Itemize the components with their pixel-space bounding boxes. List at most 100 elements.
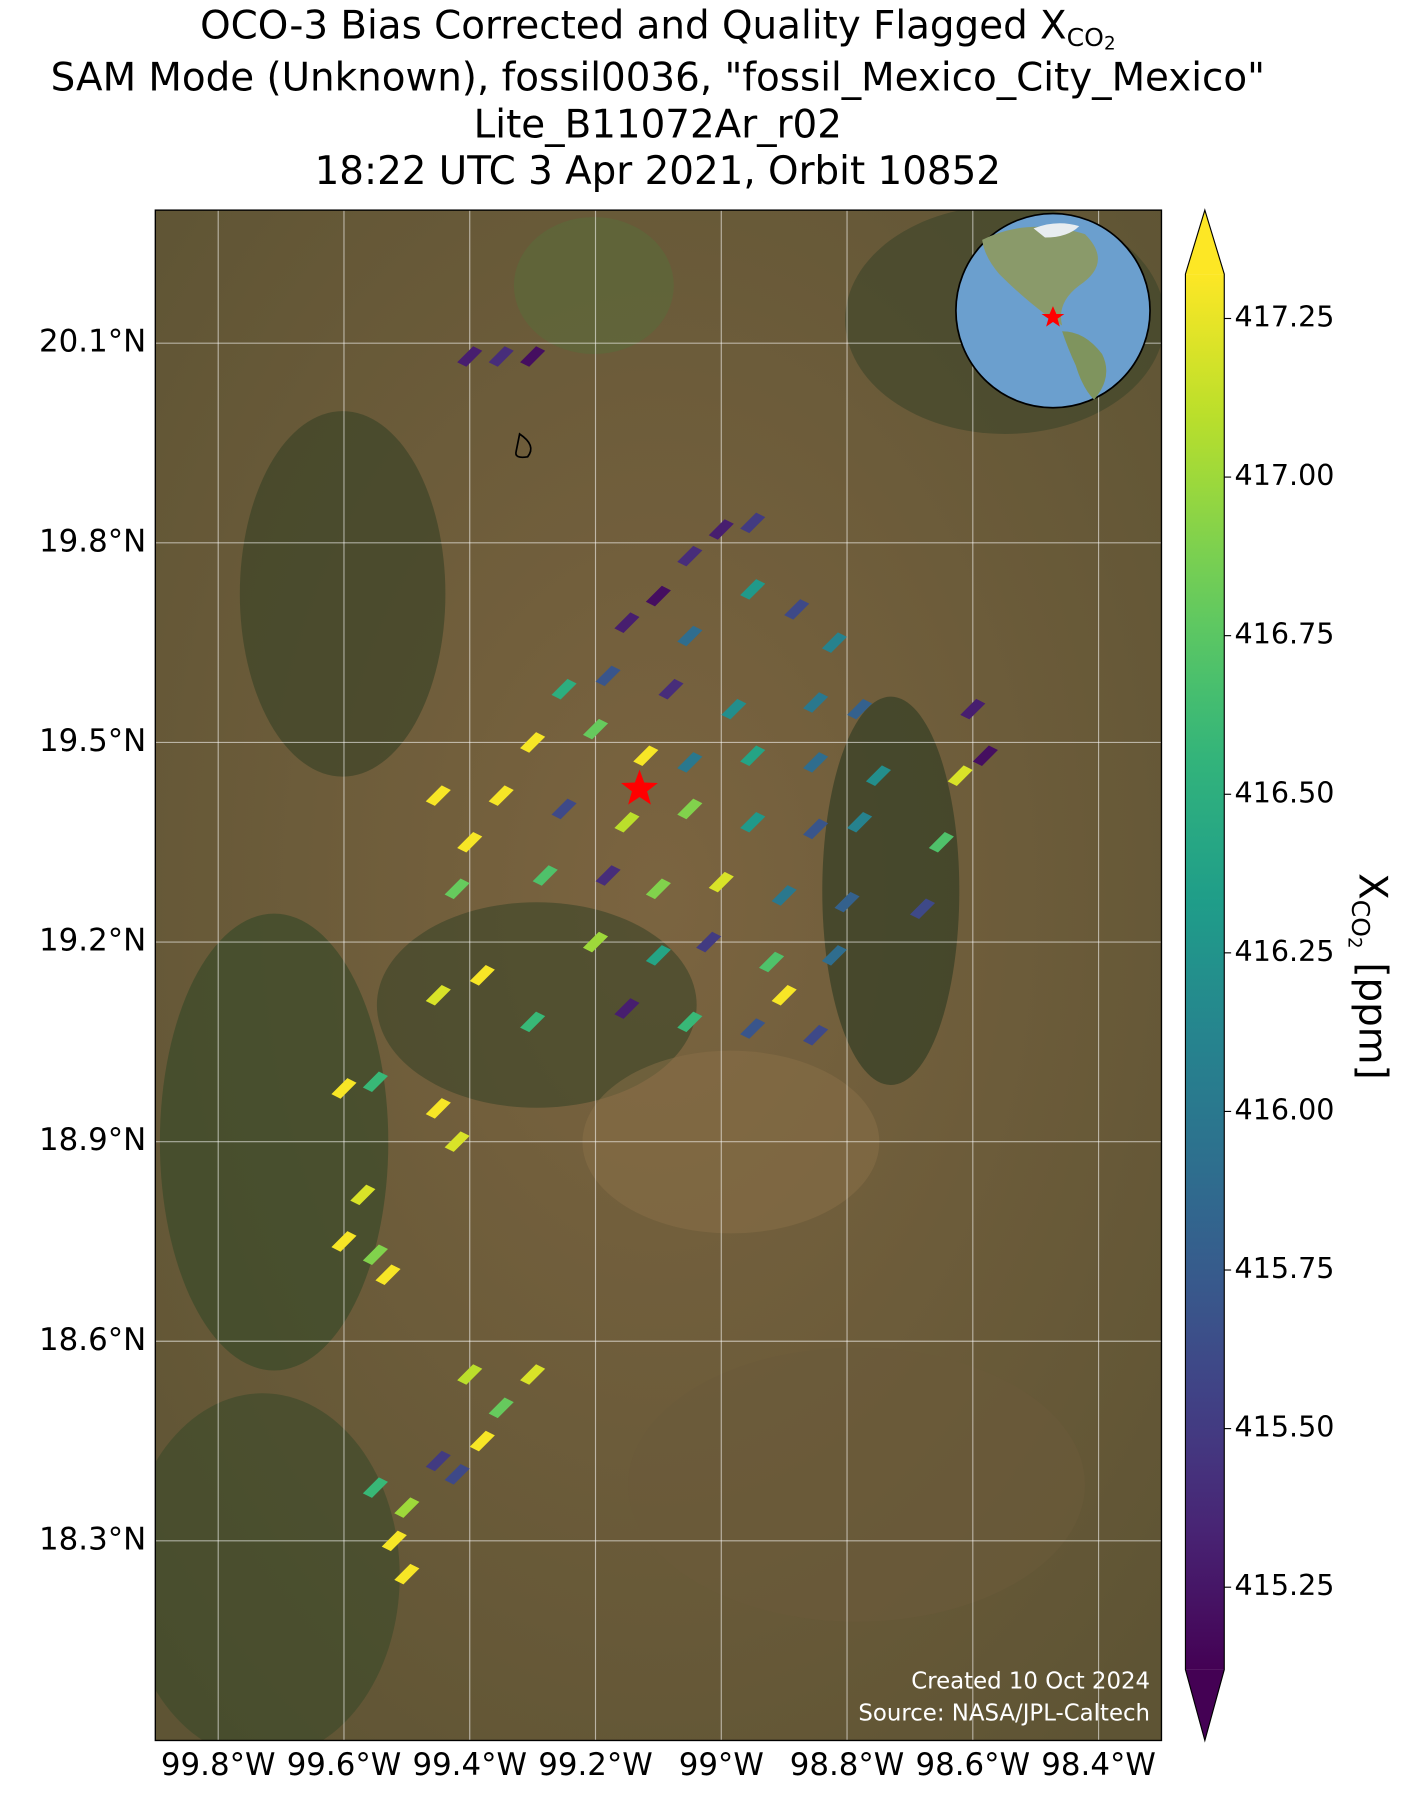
colorbar: 415.25 415.50 415.75 416.00 416.25 416.50 416.…	[1184, 208, 1335, 1743]
footprint	[331, 1078, 357, 1099]
footprint	[457, 346, 483, 367]
footprint	[972, 745, 998, 767]
footprint	[633, 745, 659, 767]
footprint	[803, 752, 829, 773]
colorbar-extend-max	[1185, 210, 1225, 275]
footprint	[425, 1450, 451, 1472]
x-tick-label: 99.8°W	[161, 1747, 276, 1783]
cb-label-unit: [ppm]	[1350, 962, 1395, 1079]
footprint	[595, 665, 621, 687]
footprint	[488, 346, 514, 367]
footprint	[677, 1011, 703, 1033]
footprint	[947, 765, 973, 786]
footprint	[645, 878, 671, 900]
y-tick-label: 18.3°N	[39, 1521, 146, 1557]
footprint	[960, 698, 986, 720]
credit: Created 10 Oct 2024	[911, 1669, 1150, 1695]
footprint	[821, 632, 848, 653]
footprint	[362, 1477, 388, 1498]
footprint	[520, 346, 546, 367]
footprint	[614, 811, 640, 833]
x-tick-label: 98.8°W	[790, 1747, 905, 1783]
y-tick-label: 19.5°N	[39, 723, 146, 759]
footprint	[708, 871, 734, 893]
footprint	[520, 1364, 546, 1385]
footprint	[771, 984, 797, 1006]
footprint	[457, 831, 483, 853]
globe-land	[1062, 331, 1107, 400]
globe-ice	[1033, 223, 1080, 238]
footprint	[381, 1530, 407, 1552]
colorbar-tick-label: 417.25	[1235, 299, 1335, 333]
footprint	[677, 625, 703, 647]
footprint	[520, 1011, 546, 1033]
footprint	[803, 818, 829, 840]
colorbar-tick-label: 415.25	[1235, 1568, 1335, 1602]
map-frame	[154, 209, 1163, 1742]
footprint	[444, 878, 470, 900]
footprint	[582, 718, 609, 740]
colorbar-tick-label: 416.00	[1235, 1092, 1335, 1126]
footprint	[740, 1018, 766, 1039]
footprint	[847, 811, 873, 833]
y-tick-label: 18.6°N	[39, 1322, 146, 1358]
footprint	[865, 765, 892, 786]
footprint	[488, 785, 514, 806]
target-marker	[621, 769, 658, 805]
x-tick-label: 99.4°W	[412, 1747, 527, 1783]
terrain-patch	[628, 1347, 1085, 1622]
footprint	[658, 678, 684, 700]
footprint	[784, 599, 810, 620]
footprint	[721, 698, 747, 720]
footprint	[425, 785, 451, 806]
footprint	[821, 945, 848, 966]
footprint	[740, 745, 766, 767]
cb-label-main: X	[1350, 873, 1395, 900]
footprint	[677, 545, 703, 567]
footprint	[394, 1563, 420, 1585]
globe-marker	[1041, 306, 1065, 327]
colorbar-tick-label: 417.00	[1235, 458, 1335, 492]
footprint	[740, 811, 766, 833]
footprint	[614, 998, 640, 1019]
footprint	[614, 612, 640, 633]
footprint	[425, 984, 451, 1006]
footprint	[928, 831, 954, 853]
footprint	[708, 519, 734, 540]
cb-label-sub: CO	[1346, 900, 1375, 937]
footprint	[909, 898, 936, 920]
title-line: SAM Mode (Unknown), fossil0036, "fossil_…	[51, 55, 1265, 100]
inset-globe	[955, 212, 1151, 409]
footprint	[740, 512, 766, 534]
y-tick-label: 19.8°N	[39, 523, 146, 559]
cb-label-subsub: 2	[1343, 937, 1364, 949]
footprint	[803, 692, 829, 713]
footprint	[362, 1071, 388, 1093]
credit: Source: NASA/JPL-Caltech	[858, 1701, 1150, 1727]
x-tick-label: 98.4°W	[1041, 1747, 1156, 1783]
footprint	[677, 798, 703, 820]
footprint	[469, 965, 495, 986]
x-tick-label: 99.2°W	[538, 1747, 653, 1783]
footprint	[771, 885, 797, 906]
footprint	[331, 1231, 357, 1252]
footprint	[847, 698, 873, 720]
x-tick-label: 98.6°W	[916, 1747, 1031, 1783]
colorbar-body	[1185, 274, 1225, 1670]
boundary	[515, 432, 532, 459]
title-text: OCO-3 Bias Corrected and Quality Flagged…	[200, 3, 1067, 48]
footprint	[350, 1184, 376, 1206]
footprint	[740, 579, 766, 600]
title-line: Lite_B11072Ar_r02	[474, 102, 842, 147]
footprint	[362, 1244, 388, 1266]
grid	[155, 210, 1162, 1741]
footprint	[645, 945, 671, 966]
footprint	[582, 931, 609, 953]
footprint	[645, 585, 671, 607]
footprint	[759, 951, 785, 973]
footprint	[532, 865, 558, 886]
footprint	[394, 1497, 420, 1518]
colorbar-tick-label: 416.50	[1235, 775, 1335, 809]
colorbar-extend-min	[1185, 1669, 1225, 1741]
forest	[376, 902, 697, 1108]
